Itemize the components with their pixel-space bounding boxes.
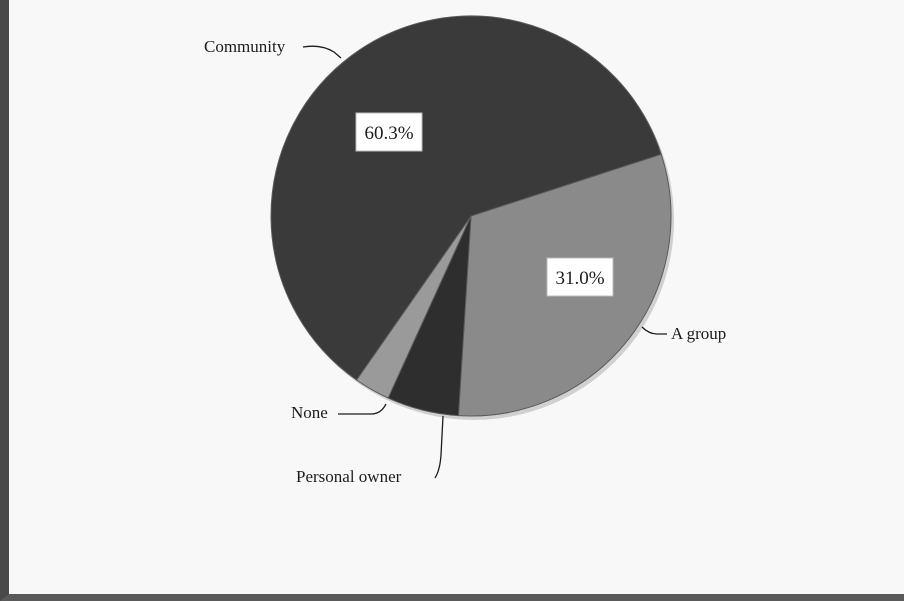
value-label-box <box>355 112 423 152</box>
slice-name-label: Personal owner <box>296 467 402 486</box>
leader-line <box>641 326 667 335</box>
value-label: 31.0% <box>555 268 604 289</box>
leader-line <box>338 403 387 415</box>
slice-name-label: None <box>291 403 328 422</box>
pie-slice-community <box>270 15 662 381</box>
leader-line <box>434 415 444 479</box>
slice-name-label: A group <box>671 324 726 343</box>
leader-line <box>302 45 342 59</box>
slice-name-label: Community <box>204 37 286 56</box>
pie-chart: 60.3% 31.0% Community A group Personal owner… <box>204 15 726 486</box>
value-label-box <box>546 257 614 297</box>
value-label: 60.3% <box>364 123 413 144</box>
